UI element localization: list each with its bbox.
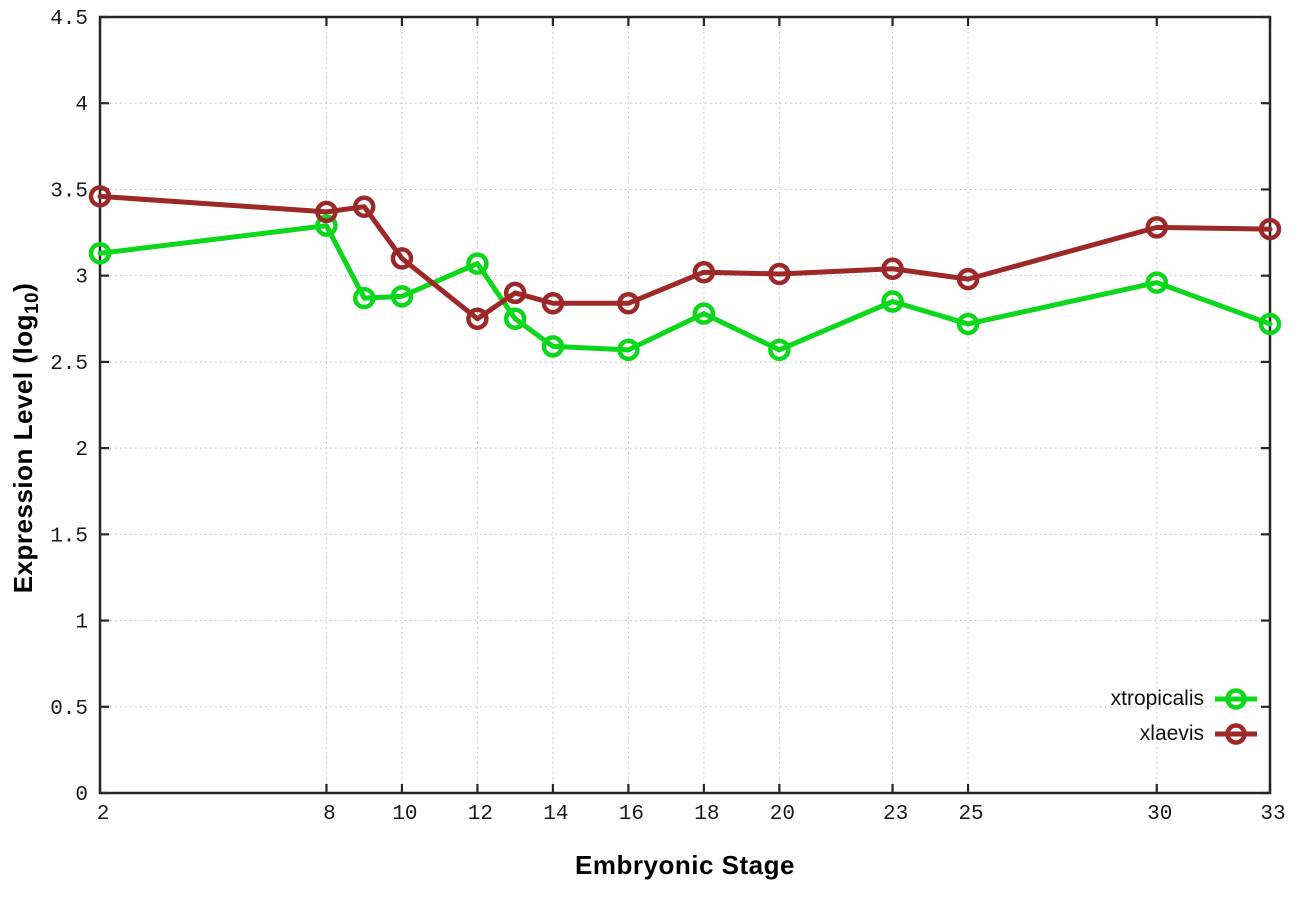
gridlines (99, 16, 1271, 794)
y-tick-label: 1.5 (50, 525, 88, 548)
series-line-xlaevis (97, 193, 1273, 322)
y-tick-label: 1 (75, 612, 88, 635)
x-tick-label: 14 (543, 803, 568, 826)
tick-marks (98, 15, 1272, 795)
y-axis-title-suffix: ) (8, 282, 38, 292)
x-axis-title: Embryonic Stage (575, 850, 795, 880)
data-point-marker (881, 290, 904, 313)
legend-item-xtropicalis: xtropicalis (1111, 681, 1258, 716)
y-tick-label: 0 (75, 784, 88, 807)
x-tick-label: 18 (694, 803, 719, 826)
line-circle-marker-icon (1215, 687, 1257, 710)
data-point-marker (768, 262, 791, 286)
x-tick-label: 23 (883, 803, 908, 826)
data-point-marker (692, 302, 716, 325)
data-point-marker (541, 335, 565, 358)
data-point-marker (88, 185, 112, 208)
data-point-marker (617, 338, 640, 362)
series-line-xtropicalis (97, 223, 1273, 353)
data-point-marker (503, 281, 527, 305)
data-point-marker (315, 200, 338, 224)
legend-label-xlaevis: xlaevis (1139, 721, 1204, 745)
data-point-marker (503, 307, 527, 331)
x-tick-label: 2 (97, 803, 110, 826)
data-point-marker (466, 252, 489, 275)
data-point-marker (1258, 217, 1282, 241)
y-axis-title-subscript: 10 (22, 291, 43, 315)
data-point-marker (617, 292, 640, 315)
y-axis-title: Expression Level (log10) (8, 283, 44, 594)
x-tick-label: 10 (392, 803, 417, 826)
data-point-marker (352, 286, 376, 310)
data-point-marker (1145, 271, 1169, 294)
y-tick-label: 4.5 (50, 8, 88, 31)
legend-item-xlaevis: xlaevis (1140, 716, 1258, 751)
data-point-marker (466, 307, 489, 331)
data-point-marker (88, 241, 112, 265)
y-tick-label: 2 (75, 439, 88, 462)
y-tick-label: 3 (75, 267, 88, 290)
y-tick-label: 2.5 (50, 353, 88, 376)
data-point-marker (956, 312, 980, 336)
x-tick-label: 20 (770, 803, 795, 826)
tick-labels: 2 8 10 12 14 16 18 20 23 25 30 33 0 0.5 1 1.5 2 2.5 3 3.5 4 4… (50, 8, 1285, 826)
x-tick-label: 16 (619, 803, 644, 826)
data-point-marker (881, 257, 904, 281)
data-point-marker (390, 285, 414, 308)
x-tick-label: 25 (958, 803, 983, 826)
y-tick-label: 4 (75, 94, 88, 117)
data-point-marker (352, 195, 376, 218)
data-point-marker (1258, 312, 1282, 336)
y-tick-label: 0.5 (50, 698, 88, 721)
data-point-marker (956, 267, 980, 291)
y-tick-label: 3.5 (50, 180, 88, 203)
data-point-marker (390, 247, 414, 270)
x-tick-label: 12 (468, 803, 493, 826)
data-point-marker (1145, 216, 1169, 239)
series-xlaevis (88, 185, 1282, 331)
legend: xtropicalis xlaevis (1111, 681, 1258, 751)
x-tick-label: 33 (1260, 803, 1285, 826)
x-tick-label: 30 (1147, 803, 1172, 826)
data-point-marker (315, 214, 338, 237)
line-circle-marker-icon (1215, 722, 1257, 745)
data-point-marker (541, 292, 565, 315)
data-point-marker (692, 260, 716, 284)
plot-border (98, 15, 1272, 795)
data-point-marker (768, 338, 791, 362)
y-axis-title-text: Expression Level (log (8, 314, 38, 594)
series-xtropicalis (88, 214, 1282, 362)
legend-label-xtropicalis: xtropicalis (1110, 686, 1204, 710)
x-tick-label: 8 (323, 803, 336, 826)
